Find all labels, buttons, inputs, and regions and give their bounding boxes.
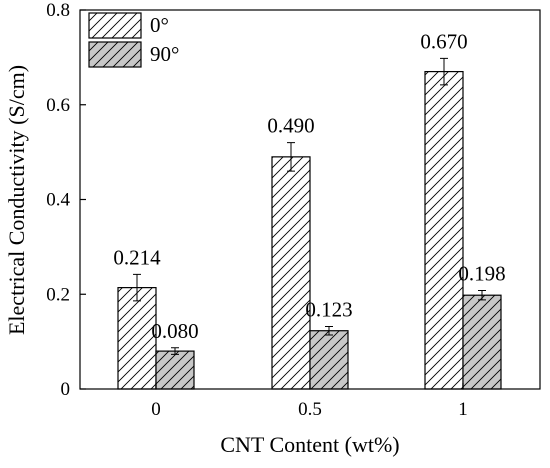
legend-label-0deg: 0° [150,13,169,37]
data-label: 0.080 [151,319,198,343]
y-axis-title: Electrical Conductivity (S/cm) [4,65,29,335]
x-tick-label: 1 [458,399,468,420]
x-axis-title: CNT Content (wt%) [220,432,399,457]
y-tick-label: 0.4 [46,190,70,211]
data-label: 0.214 [113,245,161,269]
bar-0deg-1 [424,70,464,390]
error-bar [478,289,486,301]
error-bars-group [133,57,486,355]
legend-swatch-90deg [88,41,142,68]
x-tick-label: 0 [151,399,161,420]
data-label: 0.670 [420,29,467,53]
bar-0deg-0 [117,287,157,390]
error-bar [133,273,141,302]
y-tick-label: 0.6 [46,95,70,116]
x-axis-ticks: 0 0.5 1 [151,383,468,420]
legend-label-90deg: 90° [150,42,179,66]
error-bar [325,325,333,336]
error-bar [171,347,179,355]
data-label: 0.490 [267,114,314,138]
bar-90deg-1 [462,294,502,390]
legend-swatch-0deg [88,12,142,39]
data-labels-group: 0.214 0.490 0.670 0.080 0.123 0.198 [113,29,505,342]
legend: 0°90° [88,12,179,68]
y-tick-label: 0.8 [46,0,70,21]
bar-90deg-0.5 [309,330,349,390]
bar-0deg-0.5 [271,156,311,390]
error-bar [287,142,295,172]
bar-90deg-0 [155,350,195,390]
x-tick-label: 0.5 [298,399,322,420]
y-tick-label: 0.2 [46,284,70,305]
y-axis-ticks: 0 0.2 0.4 0.6 0.8 [46,0,86,400]
y-tick-label: 0 [61,379,71,400]
data-label: 0.123 [305,297,352,321]
error-bar [440,57,448,86]
data-label: 0.198 [458,261,505,285]
